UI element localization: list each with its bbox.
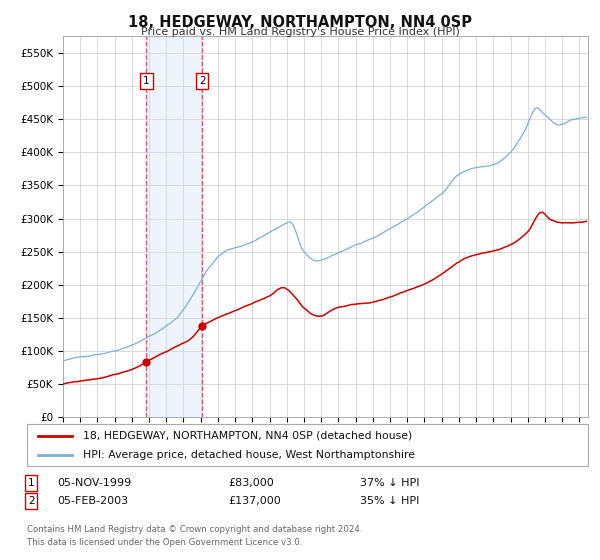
Text: 18, HEDGEWAY, NORTHAMPTON, NN4 0SP (detached house): 18, HEDGEWAY, NORTHAMPTON, NN4 0SP (deta…	[83, 431, 412, 441]
Text: HPI: Average price, detached house, West Northamptonshire: HPI: Average price, detached house, West…	[83, 450, 415, 460]
Text: 2: 2	[28, 496, 35, 506]
Text: £83,000: £83,000	[228, 478, 274, 488]
Text: This data is licensed under the Open Government Licence v3.0.: This data is licensed under the Open Gov…	[27, 538, 302, 547]
Bar	[146, 36, 202, 417]
Text: 35% ↓ HPI: 35% ↓ HPI	[360, 496, 419, 506]
Text: 1: 1	[143, 76, 150, 86]
Text: 05-FEB-2003: 05-FEB-2003	[57, 496, 128, 506]
Text: 05-NOV-1999: 05-NOV-1999	[57, 478, 131, 488]
Text: 1: 1	[28, 478, 35, 488]
Text: 37% ↓ HPI: 37% ↓ HPI	[360, 478, 419, 488]
Text: Contains HM Land Registry data © Crown copyright and database right 2024.: Contains HM Land Registry data © Crown c…	[27, 525, 362, 534]
Text: 18, HEDGEWAY, NORTHAMPTON, NN4 0SP: 18, HEDGEWAY, NORTHAMPTON, NN4 0SP	[128, 15, 472, 30]
Text: Price paid vs. HM Land Registry's House Price Index (HPI): Price paid vs. HM Land Registry's House …	[140, 27, 460, 37]
Text: 2: 2	[199, 76, 206, 86]
Text: £137,000: £137,000	[228, 496, 281, 506]
